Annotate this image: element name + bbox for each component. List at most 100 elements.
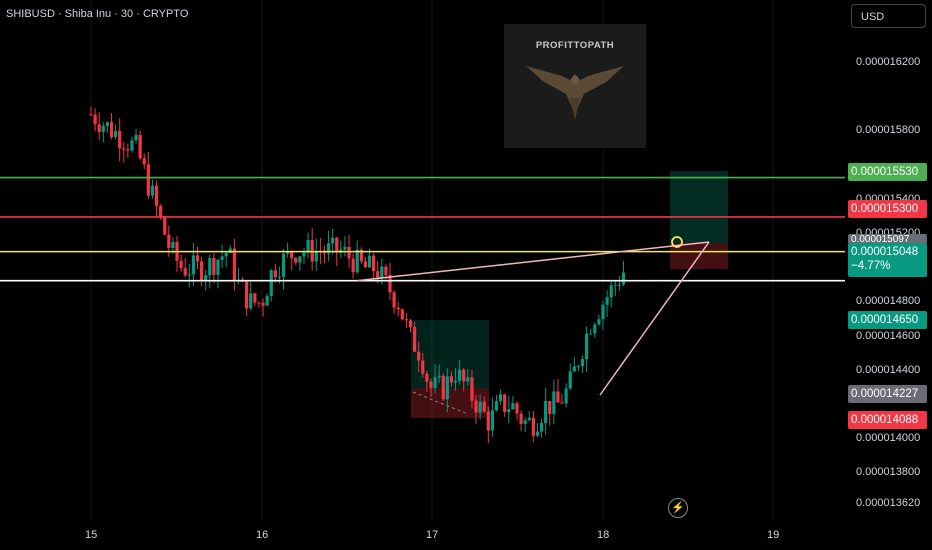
candle-body [109,122,114,137]
candle-body [113,131,118,137]
candle-body [347,246,351,259]
y-tick-label: 0.000014400 [856,363,921,376]
candle-body [179,260,183,269]
candle-body [494,401,499,411]
logo-text: PROFITTOPATH [535,40,615,51]
candle-body [191,255,195,275]
candle-body [228,248,232,253]
x-tick-label: 17 [426,529,439,541]
candle-body [466,377,470,382]
last-price-change: −4.77% [851,260,891,272]
candle-body [286,251,290,254]
candle-body [199,261,204,282]
candle-body [171,242,175,249]
candle-body [232,248,236,282]
candle-body [261,302,265,306]
candle-body [396,307,400,310]
candle-body [257,302,261,304]
candle-body [367,255,372,268]
candle-body [355,249,359,273]
last-price-label: 0.000015048 −4.77% [848,243,927,277]
candle-body [249,293,253,309]
candle-body [531,417,535,436]
candle-body [290,251,294,259]
candle-body [445,376,449,400]
candle-body [453,380,458,383]
short-position-target-zone [670,171,728,243]
candle-body [204,275,208,282]
candle-body [130,140,134,151]
candle-body [118,131,122,149]
y-tick-label: 0.000013620 [856,497,921,510]
candle-body [548,401,552,415]
candle-body [183,268,187,276]
candle-body [441,375,445,400]
candle-body [281,253,286,277]
position-dashed-line [412,391,469,415]
candle-body [474,400,478,413]
y-tick-label: 0.000014600 [856,329,921,342]
candle-body [388,274,392,293]
candle-body [224,252,228,257]
candle-body [605,297,609,305]
candle-body [576,366,581,368]
candle-body [216,259,220,275]
candle-body [331,237,335,244]
candle-body [412,327,417,352]
eagle-icon [526,66,624,120]
candle-body [298,256,302,263]
candle-body [372,255,376,272]
trend-lines[interactable] [356,236,710,396]
candle-body [277,276,282,278]
candle-body [556,391,560,403]
candle-body [163,216,167,235]
candle-body [593,324,597,334]
position-zones [411,171,728,418]
candle-body [167,234,171,249]
candle-body [564,388,568,404]
candle-body [384,266,388,275]
candle-body [601,304,605,320]
candle-body [93,114,97,125]
candle-body [154,185,159,206]
candle-body [552,391,556,415]
candle-body [560,402,564,404]
candle-body [220,256,224,260]
lightning-icon[interactable]: ⚡ [668,498,688,518]
chart-title: SHIBUSD · Shiba Inu · 30 · CRYPTO [6,8,189,20]
candle-body [400,309,404,320]
trend-line-upper [356,241,710,282]
candle-body [535,431,540,436]
candle-body [572,366,576,372]
currency-selector[interactable]: USD [851,4,926,28]
candle-body [208,257,212,276]
candle-body [351,258,355,273]
x-tick-label: 16 [256,529,269,541]
candle-body [376,271,380,279]
y-tick-label: 0.000016200 [856,56,921,68]
candle-body [392,292,396,308]
candle-body [568,371,572,389]
candle-body [245,281,249,309]
candle-body [380,266,384,279]
candle-body [507,409,511,413]
candle-body [343,246,347,250]
candle-body [499,394,503,402]
candle-body [539,423,544,432]
candle-body [159,205,163,217]
candle-body [486,411,490,431]
x-tick-label: 19 [767,529,780,541]
candle-body [437,375,441,378]
candle-body [613,284,617,286]
candle-body [212,257,216,275]
candle-body [126,149,130,151]
candle-body [294,258,298,263]
candle-body [470,377,474,401]
candle-body [253,293,257,303]
candle-body [589,333,593,335]
horizontal-levels[interactable] [0,176,845,282]
candle-body [326,243,331,254]
candle-body [105,122,109,126]
candle-body [609,285,613,298]
